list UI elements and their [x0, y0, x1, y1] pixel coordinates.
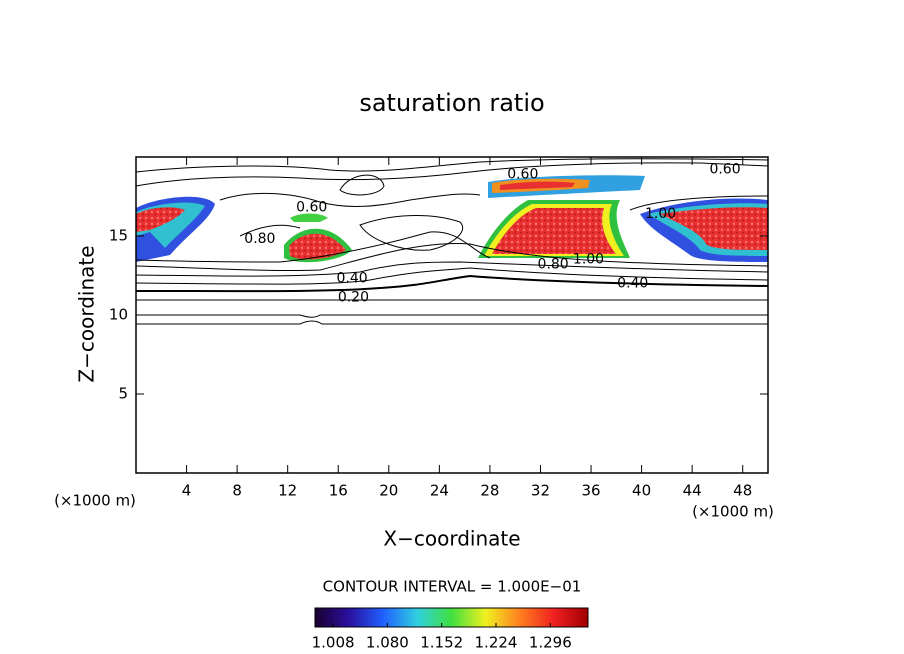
contour-label: 0.80	[244, 231, 275, 247]
y-tick-label: 10	[109, 306, 128, 324]
y-tick-label: 15	[109, 227, 128, 245]
y-axis-unit: (×1000 m)	[54, 492, 136, 510]
colorbar	[314, 607, 589, 628]
x-tick-label: 36	[581, 482, 600, 500]
x-tick-label: 16	[329, 482, 348, 500]
contour-field	[136, 158, 768, 325]
contour-label: 1.00	[645, 206, 676, 222]
contour-label: 0.80	[538, 256, 569, 272]
contour-interval: CONTOUR INTERVAL = 1.000E−01	[323, 578, 582, 596]
y-tick-label: 5	[118, 385, 128, 403]
x-axis-unit: (×1000 m)	[692, 503, 774, 521]
x-tick-label: 8	[232, 482, 242, 500]
contour-label: 0.40	[337, 271, 368, 287]
colorbar-tick-label: 1.008	[312, 634, 355, 652]
colorbar-tick-label: 1.296	[529, 634, 572, 652]
x-tick-label: 32	[531, 482, 550, 500]
contour-label: 0.20	[338, 290, 369, 306]
contour-label: 0.40	[617, 275, 648, 291]
x-tick-label: 48	[733, 482, 752, 500]
x-tick-label: 20	[379, 482, 398, 500]
x-tick-label: 12	[278, 482, 297, 500]
colorbar-tick-label: 1.080	[366, 634, 409, 652]
colorbar-tick-label: 1.152	[420, 634, 463, 652]
contour-label: 0.60	[709, 162, 740, 178]
y-axis-label: Z−coordinate	[75, 245, 99, 382]
x-tick-label: 24	[430, 482, 449, 500]
chart-title: saturation ratio	[359, 89, 544, 117]
x-tick-label: 40	[632, 482, 651, 500]
x-tick-label: 4	[182, 482, 192, 500]
contour-label: 0.60	[507, 166, 538, 182]
colorbar-tick-label: 1.224	[475, 634, 518, 652]
x-tick-label: 44	[683, 482, 702, 500]
x-axis-label: X−coordinate	[383, 527, 520, 551]
contour-label: 0.60	[296, 200, 327, 216]
x-tick-label: 28	[480, 482, 499, 500]
contour-label: 1.00	[573, 252, 604, 268]
